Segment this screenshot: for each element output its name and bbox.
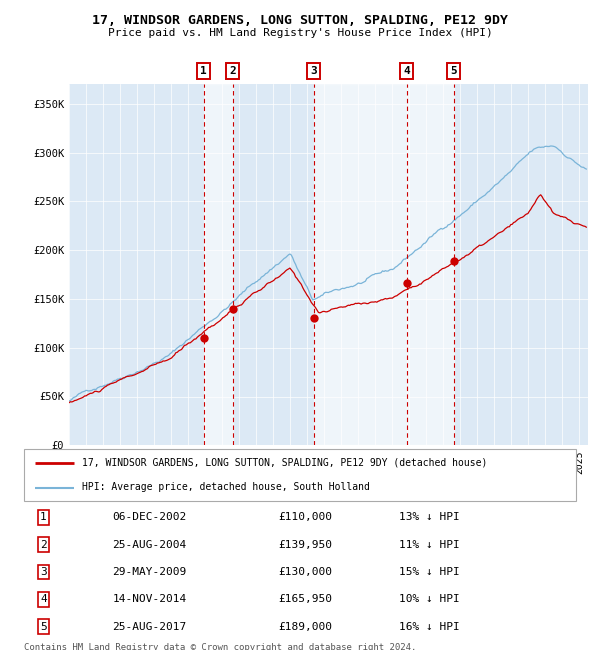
Text: 06-DEC-2002: 06-DEC-2002 [112,512,187,523]
Text: 1: 1 [200,66,207,76]
Text: 25-AUG-2004: 25-AUG-2004 [112,540,187,550]
Text: £165,950: £165,950 [278,594,332,604]
Text: 2: 2 [229,66,236,76]
Text: £130,000: £130,000 [278,567,332,577]
FancyBboxPatch shape [24,448,576,500]
Text: 3: 3 [40,567,47,577]
Text: 10% ↓ HPI: 10% ↓ HPI [400,594,460,604]
Text: 5: 5 [40,621,47,632]
Text: HPI: Average price, detached house, South Holland: HPI: Average price, detached house, Sout… [82,482,370,493]
Text: 5: 5 [451,66,457,76]
Text: 13% ↓ HPI: 13% ↓ HPI [400,512,460,523]
Text: Price paid vs. HM Land Registry's House Price Index (HPI): Price paid vs. HM Land Registry's House … [107,28,493,38]
Bar [204,84,233,445]
Text: Contains HM Land Registry data © Crown copyright and database right 2024.: Contains HM Land Registry data © Crown c… [24,644,416,650]
Text: 15% ↓ HPI: 15% ↓ HPI [400,567,460,577]
Text: 11% ↓ HPI: 11% ↓ HPI [400,540,460,550]
Text: 14-NOV-2014: 14-NOV-2014 [112,594,187,604]
Text: £110,000: £110,000 [278,512,332,523]
Text: £189,000: £189,000 [278,621,332,632]
Text: 29-MAY-2009: 29-MAY-2009 [112,567,187,577]
Text: 4: 4 [403,66,410,76]
Text: 4: 4 [40,594,47,604]
Text: 17, WINDSOR GARDENS, LONG SUTTON, SPALDING, PE12 9DY (detached house): 17, WINDSOR GARDENS, LONG SUTTON, SPALDI… [82,458,487,467]
Text: 17, WINDSOR GARDENS, LONG SUTTON, SPALDING, PE12 9DY: 17, WINDSOR GARDENS, LONG SUTTON, SPALDI… [92,14,508,27]
Text: 1: 1 [40,512,47,523]
Text: 3: 3 [310,66,317,76]
Bar [314,84,407,445]
Text: 2: 2 [40,540,47,550]
Text: £139,950: £139,950 [278,540,332,550]
Text: 16% ↓ HPI: 16% ↓ HPI [400,621,460,632]
Bar [407,84,454,445]
Text: 25-AUG-2017: 25-AUG-2017 [112,621,187,632]
